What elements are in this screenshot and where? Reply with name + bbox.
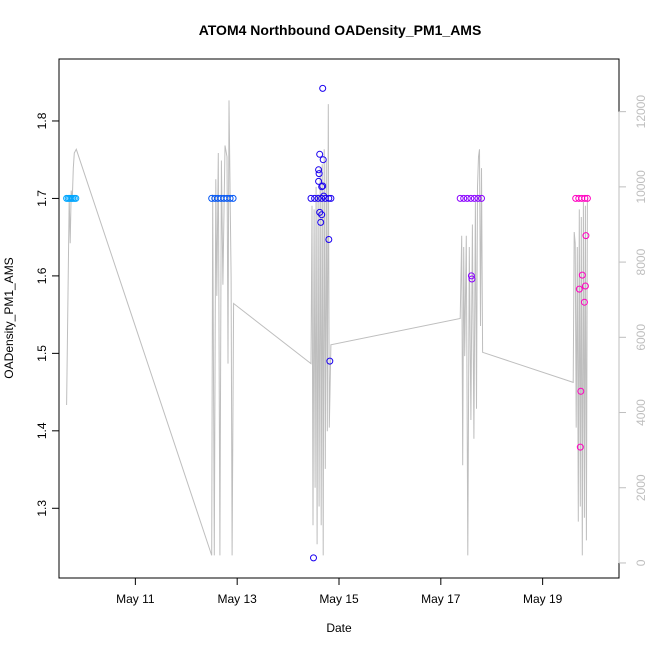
data-point [319, 156, 327, 164]
x-axis-label: Date [326, 621, 352, 635]
data-point [325, 236, 333, 243]
x-tick-label: May 11 [116, 592, 155, 606]
data-point [583, 194, 591, 202]
data-point [467, 194, 475, 202]
data-point [316, 150, 324, 158]
data-point [229, 194, 237, 202]
x-axis: May 11 May 13 May 15 May 17 May 19 [116, 577, 563, 606]
data-point [468, 275, 476, 283]
secondary-line-series [66, 100, 588, 556]
data-point [318, 211, 326, 219]
data-point [456, 194, 464, 202]
right-y-tick-label: 10000 [634, 170, 648, 204]
right-y-tick-label: 2000 [634, 474, 648, 501]
x-tick-label: May 13 [218, 592, 258, 606]
y-tick-label: 1.8 [35, 112, 49, 129]
data-point [320, 192, 328, 200]
data-point [577, 387, 585, 395]
data-point [470, 194, 478, 202]
right-y-tick-label: 8000 [634, 248, 648, 275]
right-y-axis: 0 2000 4000 6000 8000 10000 12000 [618, 95, 648, 566]
y-tick-label: 1.5 [35, 345, 49, 362]
y-axis-label: OADensity_PM1_AMS [2, 257, 16, 378]
data-point [317, 218, 325, 226]
data-point [319, 182, 327, 190]
data-point [474, 194, 482, 202]
chart-title: ATOM4 Northbound OADensity_PM1_AMS [199, 22, 482, 38]
secondary-series-line [66, 100, 588, 556]
data-point [318, 194, 326, 202]
scatter-points [63, 84, 591, 562]
data-point [315, 170, 323, 178]
y-axis: 1.3 1.4 1.5 1.6 1.7 1.8 [35, 112, 60, 517]
data-point [318, 183, 326, 191]
right-y-tick-label: 6000 [634, 324, 648, 351]
data-point [307, 194, 315, 202]
data-point [478, 194, 485, 202]
right-y-tick-label: 0 [634, 559, 648, 566]
data-point [319, 84, 327, 92]
x-tick-label: May 19 [523, 592, 563, 606]
data-point [580, 298, 588, 306]
y-tick-label: 1.6 [35, 267, 49, 284]
data-point [575, 285, 583, 293]
data-point [315, 177, 323, 185]
y-tick-label: 1.7 [35, 190, 49, 207]
data-point [310, 554, 317, 562]
data-point [578, 271, 586, 279]
data-point [463, 194, 471, 202]
y-tick-label: 1.4 [35, 422, 49, 439]
data-point [315, 166, 323, 174]
x-tick-label: May 15 [319, 592, 359, 606]
data-point [327, 194, 335, 202]
data-point [72, 194, 80, 202]
y-tick-label: 1.3 [35, 500, 49, 517]
data-point [582, 232, 590, 240]
data-point [467, 272, 475, 280]
data-point [581, 194, 589, 202]
data-point [576, 443, 584, 451]
data-point [460, 194, 468, 202]
right-y-tick-label: 4000 [634, 399, 648, 426]
plot-frame [58, 58, 620, 579]
x-tick-label: May 17 [421, 592, 461, 606]
data-point [326, 357, 334, 365]
data-point [316, 208, 324, 216]
data-point [226, 194, 234, 202]
data-point [311, 194, 319, 202]
right-y-tick-label: 12000 [634, 95, 648, 129]
data-point [581, 282, 589, 290]
